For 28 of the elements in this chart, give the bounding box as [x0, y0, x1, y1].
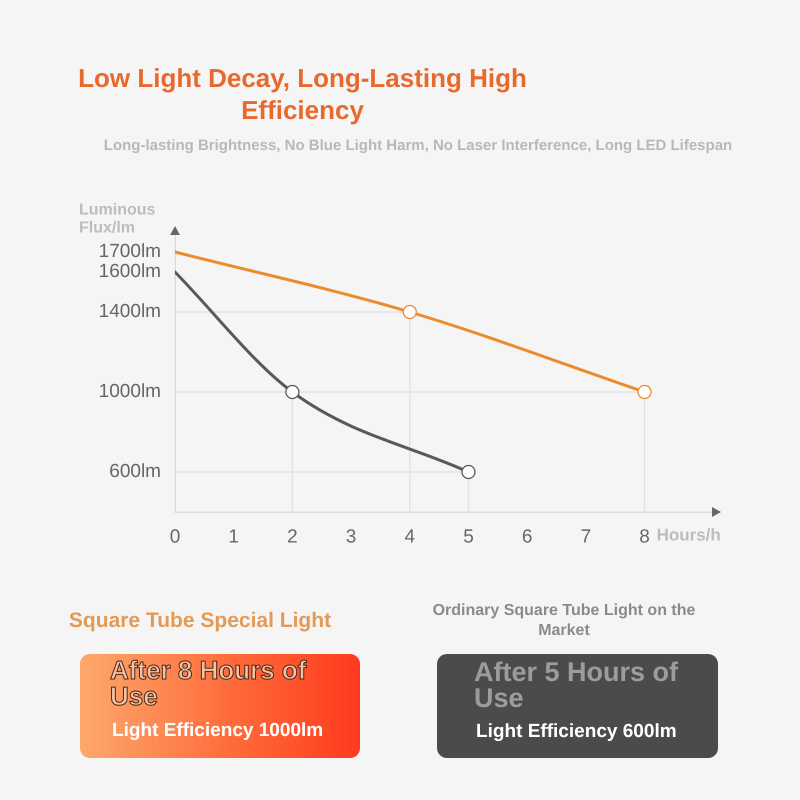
x-tick-label: 4: [404, 526, 416, 548]
point: [637, 384, 652, 400]
x-tick-label: 8: [639, 526, 650, 548]
point: [402, 304, 417, 320]
y-tick-label: 1600lm: [98, 261, 161, 282]
y-axis-title: Luminous Flux/lm: [79, 201, 156, 236]
y-tick-label: 1000lm: [98, 381, 161, 402]
point: [285, 384, 300, 400]
text: After 8 Hours of Use: [110, 655, 308, 711]
x-tick-label: 1: [228, 526, 239, 548]
point: [461, 464, 476, 480]
x-tick-label: 2: [287, 526, 298, 548]
x-tick-label: 7: [580, 526, 592, 548]
y-tick-label: 1400lm: [98, 301, 161, 322]
x-tick-label: 0: [170, 526, 180, 548]
text: After 5 Hours of Use: [474, 657, 680, 713]
y-tick-label: 600lm: [109, 461, 161, 482]
chart-subtitle: Long-lasting Brightness, No Blue Light Harm, No Laser Interference, Long LED Lifespan: [102, 137, 734, 155]
chart-title: Low Light Decay, Long-Lasting High Efficiency: [77, 62, 528, 126]
text: Ordinary Square Tube Light on the Market: [432, 601, 696, 641]
text: Square Tube Special Light: [68, 608, 332, 634]
text: Light Efficiency 600lm: [476, 720, 678, 744]
text: Light Efficiency 1000lm: [112, 719, 324, 743]
x-axis-title: Hours/h: [656, 526, 721, 545]
x-tick-label: 5: [463, 526, 474, 548]
y-tick-label: 1700lm: [98, 241, 161, 262]
x-tick-label: 6: [522, 526, 532, 548]
x-tick-label: 3: [346, 526, 356, 548]
